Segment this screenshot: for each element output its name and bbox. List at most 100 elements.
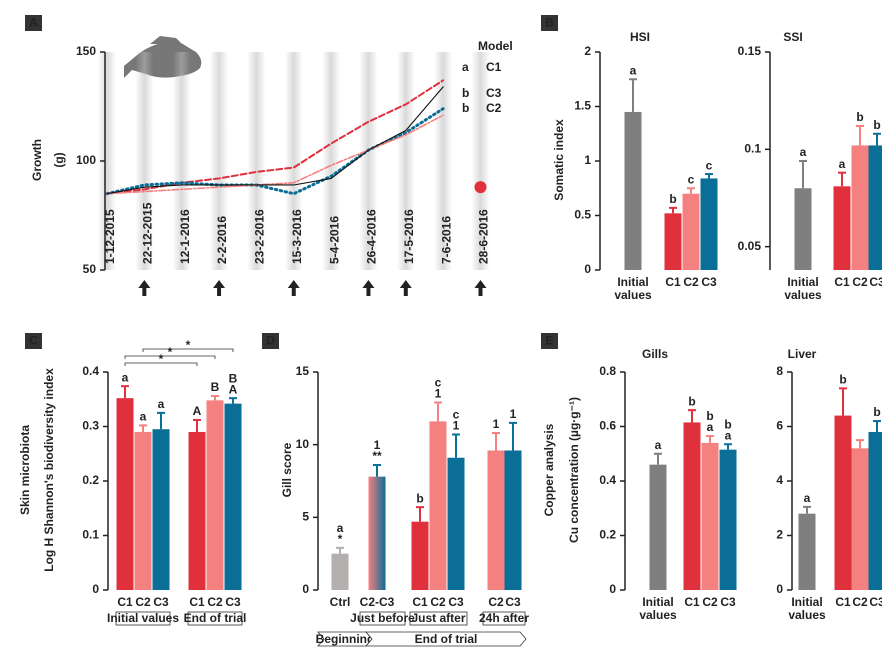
- x-tick-label: Initialvalues: [788, 595, 826, 622]
- x-tick-label: C1: [665, 275, 681, 289]
- annotation: c: [688, 172, 695, 186]
- bar: [189, 432, 206, 590]
- bar: [332, 554, 349, 590]
- end-label: a: [462, 60, 469, 74]
- y-tick-label: 0: [776, 582, 783, 596]
- annotation: B: [211, 380, 220, 394]
- x-tick-label: C1: [412, 595, 428, 609]
- x-tick-label: C2: [683, 275, 699, 289]
- x-tick-label: C3: [869, 595, 882, 609]
- panel-letter: C: [29, 334, 38, 348]
- y-tick-label: 2: [584, 44, 591, 58]
- x-tick-label: C1: [684, 595, 700, 609]
- bar: [795, 188, 812, 270]
- x-tick-label: C2: [852, 595, 868, 609]
- y-tick-label: 0.5: [574, 208, 591, 222]
- y-tick-label: 0.4: [82, 364, 99, 378]
- annotation: a: [839, 157, 846, 171]
- figure: 50100150AGrowth(g)1-12-201522-12-201512-…: [0, 0, 882, 648]
- group-label: Just before: [350, 611, 415, 625]
- bar: [650, 465, 667, 590]
- x-tick-label: 7-6-2016: [439, 216, 453, 264]
- annotation: a: [707, 420, 714, 434]
- annotation: **: [372, 449, 382, 463]
- bar: [701, 178, 718, 270]
- annotation: b: [416, 491, 423, 505]
- x-tick-label: 1-12-2015: [103, 209, 117, 264]
- y-tick-label: 50: [83, 262, 97, 276]
- x-tick-label: 15-3-2016: [290, 209, 304, 264]
- bar: [869, 145, 882, 270]
- event-arrow: [288, 280, 300, 296]
- series-line: [107, 109, 443, 194]
- y-tick-label: 0.6: [599, 419, 616, 433]
- y-axis-subtitle: Log H Shannon's biodiversity index: [42, 368, 56, 572]
- bar: [684, 422, 701, 590]
- bar: [852, 145, 869, 270]
- annotation: 1: [435, 387, 442, 401]
- annotation: b: [839, 373, 846, 387]
- bar: [505, 450, 522, 590]
- x-tick-label: 12-1-2016: [178, 209, 192, 264]
- y-axis-title: Copper analysis: [542, 423, 556, 516]
- x-tick-label: C2-C3: [360, 595, 395, 609]
- chart-title: SSI: [783, 30, 802, 44]
- panel-letter: B: [545, 16, 554, 30]
- bar: [117, 398, 134, 590]
- y-tick-label: 5: [302, 510, 309, 524]
- bar: [412, 522, 429, 590]
- group-label: Just after: [411, 611, 465, 625]
- x-tick-label: 5-4-2016: [327, 216, 341, 264]
- bar: [799, 514, 816, 590]
- y-tick-label: 0: [302, 582, 309, 596]
- annotation: c: [706, 158, 713, 172]
- x-tick-label: 22-12-2015: [141, 202, 155, 264]
- event-arrow: [400, 280, 412, 296]
- bar: [869, 432, 882, 590]
- x-tick-label: C3: [448, 595, 464, 609]
- bar: [702, 443, 719, 590]
- bar: [835, 416, 852, 590]
- y-tick-label: 10: [296, 437, 310, 451]
- y-tick-label: 0.05: [738, 239, 762, 253]
- chart-title: Liver: [788, 347, 817, 361]
- annotation: 1: [453, 419, 460, 433]
- annotation: b: [856, 110, 863, 124]
- group-label: End of trial: [184, 611, 247, 625]
- chart-title: Gills: [642, 347, 668, 361]
- x-tick-label: Ctrl: [330, 595, 351, 609]
- x-tick-label: C3: [869, 275, 882, 289]
- bar: [683, 194, 700, 270]
- y-tick-label: 0.1: [82, 528, 99, 542]
- group-label: Initial values: [107, 611, 179, 625]
- event-arrow: [213, 280, 225, 296]
- y-tick-label: 2: [776, 528, 783, 542]
- y-tick-label: 100: [76, 153, 96, 167]
- annotation: b: [873, 405, 880, 419]
- y-tick-label: 0.4: [599, 473, 616, 487]
- x-tick-label: C2: [430, 595, 446, 609]
- annotation: b: [669, 192, 676, 206]
- x-tick-label: C3: [153, 595, 169, 609]
- bar: [665, 213, 682, 270]
- x-tick-label: C1: [834, 275, 850, 289]
- series-line: [107, 115, 443, 193]
- bar: [625, 112, 642, 270]
- x-tick-label: Initialvalues: [784, 275, 822, 302]
- annotation: A: [193, 404, 202, 418]
- y-tick-label: 6: [776, 419, 783, 433]
- y-axis-title: Growth: [30, 139, 44, 181]
- x-tick-label: C2: [135, 595, 151, 609]
- bar: [153, 429, 170, 590]
- y-axis-title: Skin microbiota: [18, 425, 32, 515]
- annotation: a: [158, 397, 165, 411]
- annotation: a: [800, 145, 807, 159]
- y-tick-label: 0.3: [82, 419, 99, 433]
- end-label: b: [462, 86, 469, 100]
- x-tick-label: C3: [701, 275, 717, 289]
- event-arrow: [475, 280, 487, 296]
- panel-letter: E: [545, 334, 553, 348]
- x-tick-label: C3: [225, 595, 241, 609]
- annotation: b: [873, 118, 880, 132]
- y-axis-title: Gill score: [280, 442, 294, 497]
